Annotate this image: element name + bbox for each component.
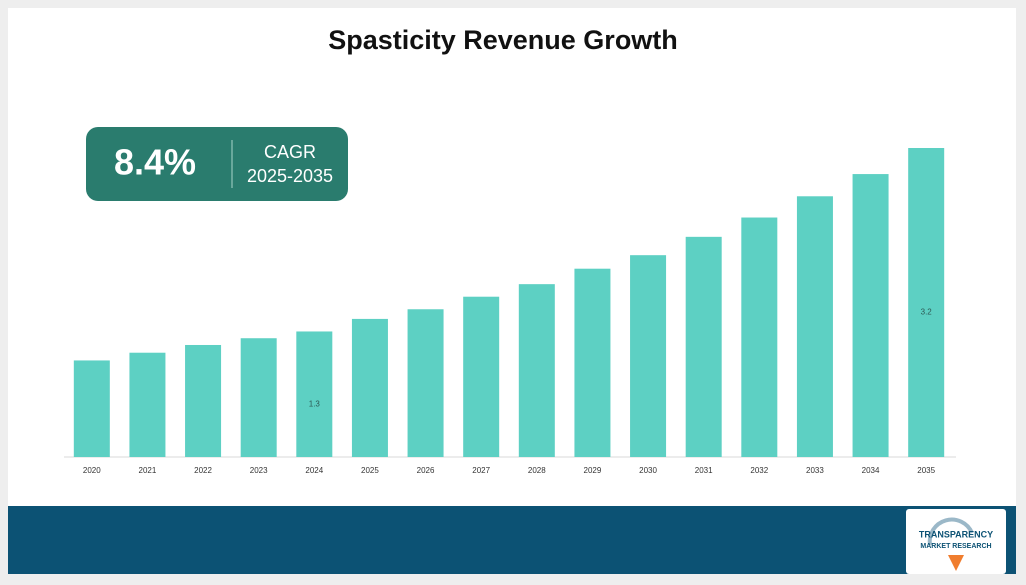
x-tick-label: 2034 — [862, 466, 880, 475]
logo-arrow — [948, 555, 964, 571]
x-tick-label: 2021 — [139, 466, 157, 475]
logo-text: MARKET RESEARCH — [920, 543, 991, 550]
x-tick-label: 2031 — [695, 466, 713, 475]
cagr-period: 2025-2035 — [247, 166, 333, 186]
chart-title: Spasticity Revenue Growth — [328, 25, 678, 55]
bar — [407, 309, 444, 457]
slide-background — [8, 8, 1016, 506]
x-tick-label: 2028 — [528, 466, 546, 475]
x-tick-label: 2027 — [472, 466, 490, 475]
bar — [296, 331, 333, 457]
logo-arc — [927, 517, 974, 546]
cagr-value: 8.4% — [114, 142, 196, 183]
bar — [73, 360, 110, 457]
bar — [129, 352, 166, 457]
x-tick-label: 2033 — [806, 466, 824, 475]
bar — [574, 268, 611, 457]
logo-text: TRANSPARENCY — [919, 529, 993, 539]
x-tick-label: 2022 — [194, 466, 212, 475]
bar — [796, 196, 833, 457]
bar — [741, 217, 778, 457]
bar — [463, 296, 500, 457]
bar — [351, 318, 388, 457]
x-tick-label: 2032 — [750, 466, 768, 475]
x-tick-label: 2030 — [639, 466, 657, 475]
cagr-label: CAGR — [264, 142, 316, 162]
x-tick-label: 2020 — [83, 466, 101, 475]
x-tick-label: 2029 — [584, 466, 602, 475]
bar — [908, 148, 945, 457]
footer-band — [8, 506, 1016, 574]
x-tick-label: 2023 — [250, 466, 268, 475]
bar — [240, 338, 277, 457]
data-label: 3.2 — [921, 308, 933, 317]
x-tick-label: 2026 — [417, 466, 435, 475]
bar — [185, 344, 222, 457]
data-label: 1.3 — [309, 399, 321, 408]
bar — [852, 174, 889, 457]
bar — [518, 284, 555, 457]
x-tick-label: 2024 — [305, 466, 323, 475]
bar — [630, 255, 667, 457]
x-tick-label: 2035 — [917, 466, 935, 475]
cagr-box — [86, 127, 348, 201]
logo-box — [906, 509, 1006, 574]
bar — [685, 236, 722, 457]
x-tick-label: 2025 — [361, 466, 379, 475]
